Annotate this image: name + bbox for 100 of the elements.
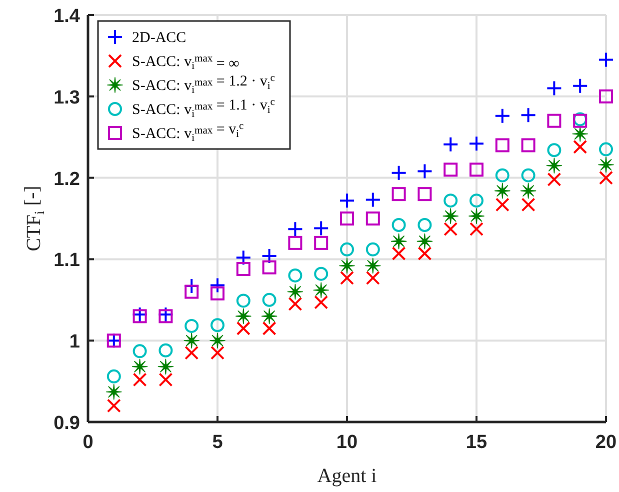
point bbox=[340, 242, 354, 256]
point bbox=[184, 346, 199, 360]
point bbox=[392, 246, 406, 260]
point bbox=[106, 384, 122, 400]
point bbox=[106, 369, 121, 384]
point bbox=[444, 194, 458, 208]
point bbox=[598, 156, 614, 173]
point bbox=[572, 78, 588, 94]
point bbox=[288, 268, 302, 282]
point bbox=[416, 233, 433, 250]
point bbox=[132, 344, 147, 358]
point bbox=[468, 208, 484, 224]
point bbox=[364, 192, 381, 208]
point bbox=[340, 270, 354, 285]
x-tick-label: 15 bbox=[466, 432, 488, 453]
point bbox=[184, 318, 199, 333]
x-tick-label: 5 bbox=[212, 432, 224, 453]
x-tick-label: 20 bbox=[595, 432, 617, 453]
y-tick-label: 1.4 bbox=[54, 6, 80, 27]
point bbox=[418, 218, 432, 232]
point bbox=[520, 182, 536, 199]
point bbox=[470, 162, 484, 177]
point bbox=[235, 250, 252, 266]
point bbox=[340, 212, 354, 226]
point bbox=[470, 194, 484, 208]
point bbox=[314, 236, 328, 250]
point bbox=[418, 246, 432, 260]
point bbox=[236, 294, 250, 308]
point bbox=[520, 107, 536, 124]
point bbox=[521, 168, 536, 182]
point bbox=[599, 89, 613, 104]
point bbox=[262, 292, 276, 307]
point bbox=[365, 258, 381, 274]
point bbox=[287, 221, 304, 238]
point bbox=[547, 172, 562, 186]
point bbox=[106, 398, 121, 413]
point bbox=[210, 286, 224, 300]
point bbox=[339, 192, 355, 209]
point bbox=[210, 346, 224, 360]
y-tick-label: 0.9 bbox=[54, 413, 80, 434]
point bbox=[599, 142, 613, 156]
point bbox=[288, 296, 302, 311]
point bbox=[132, 358, 148, 375]
point bbox=[158, 343, 173, 358]
point bbox=[494, 108, 510, 124]
point bbox=[210, 318, 224, 332]
point bbox=[444, 222, 458, 236]
point bbox=[262, 260, 276, 274]
point bbox=[158, 372, 173, 387]
point bbox=[546, 80, 562, 96]
point bbox=[444, 162, 458, 177]
point bbox=[158, 358, 174, 375]
point bbox=[236, 262, 250, 276]
point bbox=[210, 277, 226, 294]
point bbox=[442, 208, 458, 224]
point bbox=[261, 248, 278, 264]
point bbox=[495, 168, 510, 182]
legend-label: S-ACC: v$_{i}$$^{max}$ = ∞ bbox=[132, 53, 240, 72]
y-tick-label: 1 bbox=[69, 332, 80, 353]
point bbox=[210, 332, 226, 348]
point bbox=[494, 182, 510, 199]
point bbox=[468, 136, 484, 152]
point bbox=[236, 308, 252, 324]
point bbox=[390, 164, 407, 181]
point bbox=[236, 321, 250, 336]
y-tick-label: 1.1 bbox=[54, 250, 80, 272]
point bbox=[392, 218, 406, 232]
point bbox=[262, 321, 276, 336]
legend-label: 2D-ACC bbox=[132, 30, 186, 46]
point bbox=[392, 187, 406, 202]
point bbox=[599, 170, 613, 185]
point bbox=[573, 140, 588, 154]
point bbox=[184, 332, 200, 348]
x-tick-label: 10 bbox=[336, 432, 358, 453]
y-tick-label: 1.3 bbox=[54, 87, 80, 108]
point bbox=[288, 236, 302, 250]
point bbox=[390, 233, 407, 250]
point bbox=[572, 126, 588, 142]
point bbox=[547, 143, 562, 158]
point bbox=[546, 158, 562, 174]
point bbox=[339, 258, 355, 274]
point bbox=[184, 284, 199, 299]
y-tick-label: 1.2 bbox=[54, 168, 80, 190]
point bbox=[261, 308, 278, 324]
point bbox=[314, 266, 328, 281]
point bbox=[547, 114, 562, 128]
point bbox=[366, 270, 380, 285]
point bbox=[132, 372, 147, 387]
point bbox=[442, 136, 459, 152]
point bbox=[287, 284, 304, 300]
point bbox=[495, 198, 510, 212]
point bbox=[598, 52, 614, 68]
x-axis-title: Agent i bbox=[317, 465, 378, 487]
point bbox=[313, 282, 329, 298]
point bbox=[313, 220, 330, 236]
point bbox=[418, 187, 432, 202]
point bbox=[470, 222, 484, 236]
point bbox=[521, 198, 536, 212]
x-tick-label: 0 bbox=[82, 432, 94, 453]
point bbox=[495, 138, 510, 152]
